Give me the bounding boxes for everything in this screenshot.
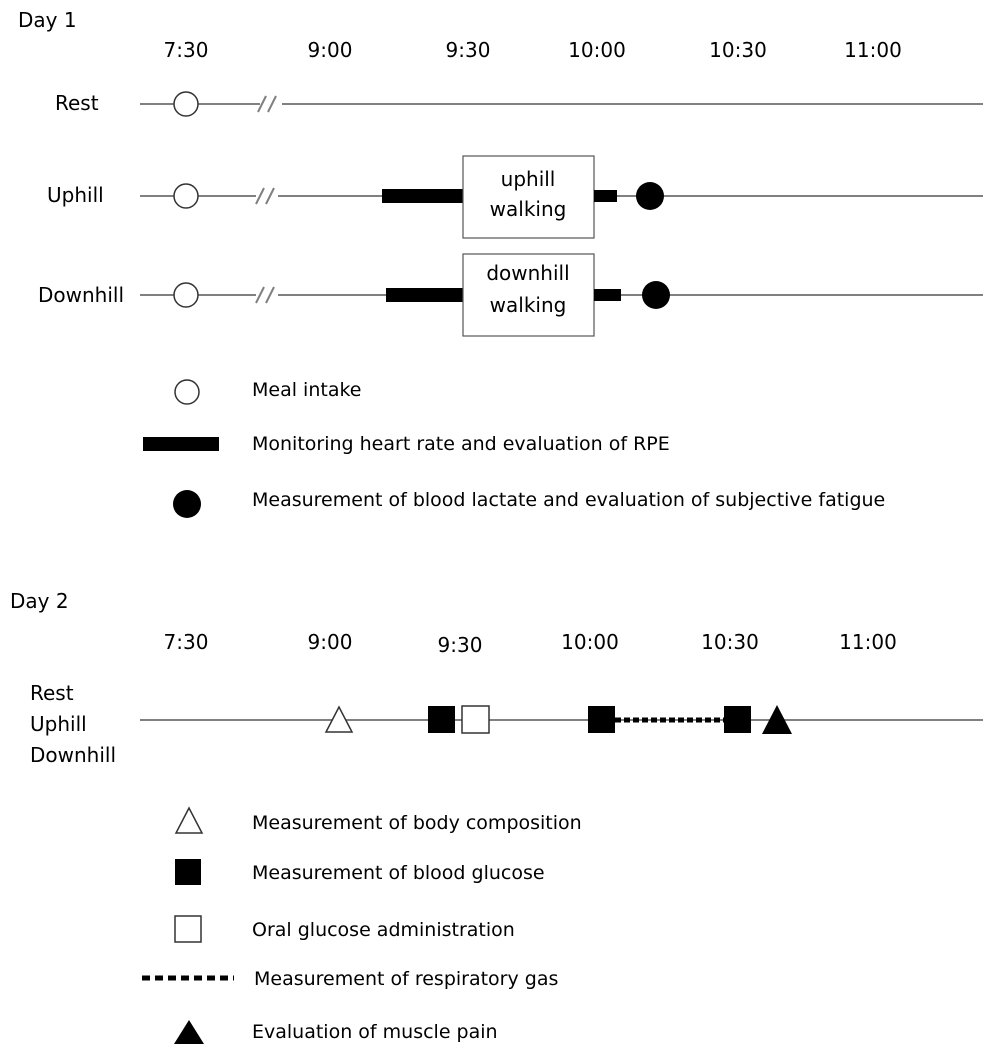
walking-box-line2: walking: [490, 197, 567, 221]
open-square-icon: [174, 915, 202, 943]
day1-row-rest: Rest: [55, 91, 983, 117]
day1-legend: Meal intake Monitoring heart rate and ev…: [143, 379, 885, 518]
day1-time-0730: 7:30: [164, 38, 209, 62]
axis-break-icon: [265, 286, 275, 304]
open-triangle-icon: [174, 806, 204, 834]
walking-box-line1: uphill: [501, 167, 556, 191]
heart-rate-bar: [382, 189, 464, 203]
row-label-rest: Rest: [55, 91, 99, 115]
filled-circle-icon: [173, 490, 201, 518]
day2-legend: Measurement of body composition Measurem…: [142, 806, 582, 1044]
axis-break-icon: [265, 187, 275, 205]
axis-break-icon: [255, 187, 265, 205]
body-composition-marker: [324, 705, 354, 733]
thick-bar-icon: [143, 437, 219, 451]
blood-lactate-marker: [636, 182, 664, 210]
day2-time-1000: 10:00: [561, 630, 619, 654]
row-label-downhill: Downhill: [30, 743, 116, 767]
row-label-downhill: Downhill: [38, 283, 124, 307]
axis-break-icon: [255, 286, 265, 304]
day2-time-0930: 9:30: [438, 633, 483, 657]
blood-glucose-marker: [724, 706, 751, 733]
legend-oral-glucose: Oral glucose administration: [252, 919, 515, 941]
row-label-rest: Rest: [30, 681, 74, 705]
blood-lactate-marker: [642, 281, 670, 309]
walking-box: [462, 155, 595, 239]
blood-glucose-marker: [588, 706, 615, 733]
legend-heart-rate: Monitoring heart rate and evaluation of …: [252, 433, 670, 455]
legend-blood-lactate: Measurement of blood lactate and evaluat…: [252, 489, 885, 511]
walking-box-line1: downhill: [486, 261, 569, 285]
axis-break-icon: [257, 95, 267, 113]
muscle-pain-marker: [762, 705, 792, 734]
legend-body-composition: Measurement of body composition: [252, 812, 582, 834]
day2-row-all: Rest Uphill Downhill: [30, 681, 983, 767]
oral-glucose-marker: [461, 705, 490, 734]
day1-title: Day 1: [18, 8, 77, 32]
legend-muscle-pain: Evaluation of muscle pain: [252, 1021, 498, 1043]
day2-time-0900: 9:00: [308, 630, 353, 654]
legend-blood-glucose: Measurement of blood glucose: [252, 862, 545, 884]
open-circle-icon: [174, 379, 200, 405]
day2-time-1100: 11:00: [839, 630, 897, 654]
heart-rate-bar: [594, 289, 621, 301]
day1-time-axis: 7:30 9:00 9:30 10:00 10:30 11:00: [164, 38, 902, 62]
day2-time-0730: 7:30: [164, 630, 209, 654]
day1-time-0930: 9:30: [446, 38, 491, 62]
row-label-uphill: Uphill: [30, 712, 87, 736]
meal-intake-marker: [173, 91, 199, 117]
day1-row-downhill: Downhill downhill walking: [38, 253, 983, 337]
legend-meal-intake: Meal intake: [252, 379, 361, 401]
heart-rate-bar: [594, 190, 617, 202]
row-label-uphill: Uphill: [47, 183, 104, 207]
meal-intake-marker: [173, 282, 199, 308]
day2-time-axis: 7:30 9:00 9:30 10:00 10:30 11:00: [164, 630, 897, 657]
day1-row-uphill: Uphill uphill walking: [47, 155, 983, 239]
legend-respiratory-gas: Measurement of respiratory gas: [254, 968, 558, 990]
axis-break-icon: [267, 95, 277, 113]
heart-rate-bar: [386, 288, 464, 302]
day1-time-1100: 11:00: [844, 38, 902, 62]
day1-time-1000: 10:00: [568, 38, 626, 62]
day1-time-1030: 10:30: [709, 38, 767, 62]
filled-triangle-icon: [174, 1020, 204, 1044]
meal-intake-marker: [173, 183, 199, 209]
walking-box-line2: walking: [490, 293, 567, 317]
blood-glucose-marker: [428, 706, 455, 733]
filled-square-icon: [175, 859, 201, 885]
day2-title: Day 2: [10, 589, 69, 613]
day1-time-0900: 9:00: [308, 38, 353, 62]
day2-time-1030: 10:30: [701, 630, 759, 654]
